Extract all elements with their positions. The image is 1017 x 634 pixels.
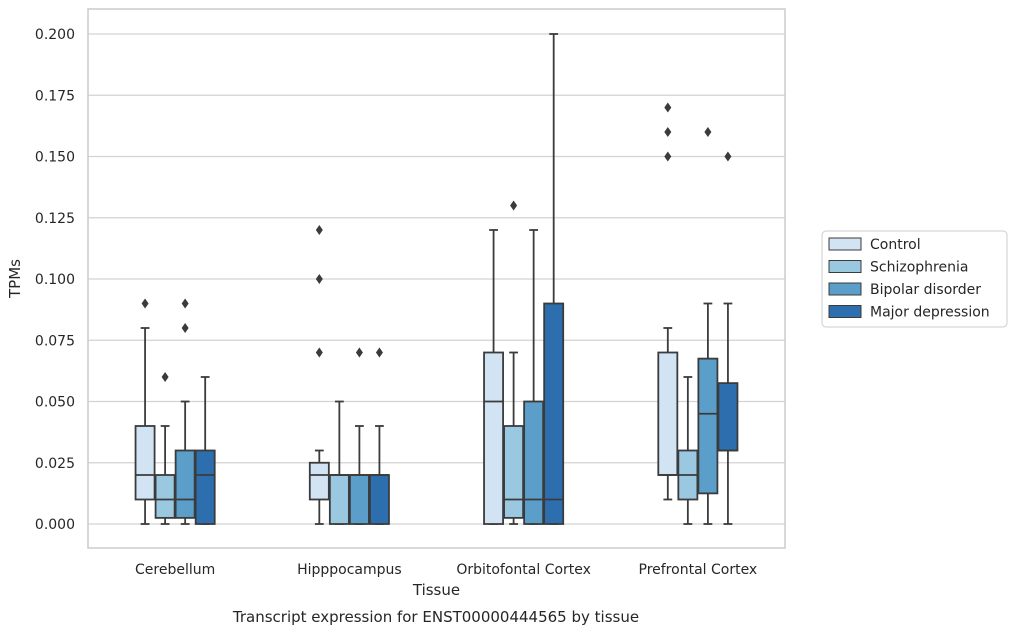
legend-items: Control Schizophrenia Bipolar disorder Majo… (828, 237, 990, 321)
box-control (134, 298, 156, 525)
box-bipolar-disorder (523, 229, 545, 525)
box-iqr (697, 357, 719, 495)
box-schizophrenia (677, 376, 699, 525)
outlier-point (664, 151, 672, 162)
legend-swatch (828, 237, 862, 251)
chart-caption: Transcript expression for ENST0000044456… (232, 608, 639, 626)
box-major-depression (717, 151, 739, 525)
box-iqr (543, 302, 565, 525)
outlier-point (141, 298, 149, 309)
y-axis-label: TPMs (6, 259, 24, 299)
box-schizophrenia (328, 400, 350, 525)
outlier-point (664, 102, 672, 113)
plot-area-frame (87, 8, 786, 549)
box-iqr (134, 425, 156, 501)
y-tick-label: 0.050 (35, 395, 75, 411)
box-major-depression (543, 33, 565, 525)
box-iqr (348, 474, 370, 525)
y-tick-label: 0.175 (35, 88, 75, 104)
legend-label: Bipolar disorder (870, 282, 981, 298)
box-control (657, 102, 679, 501)
box-control (483, 229, 504, 525)
box-bipolar-disorder (697, 127, 719, 525)
box-bipolar-disorder (174, 298, 196, 525)
legend-swatch (828, 260, 862, 273)
box-iqr (308, 461, 330, 501)
x-axis-label: Tissue (412, 581, 460, 599)
outlier-point (161, 372, 169, 382)
y-tick-label: 0.200 (35, 27, 75, 43)
legend-frame (821, 230, 1008, 328)
box-iqr (717, 382, 739, 452)
y-tick-labels: 0.000 0.025 0.050 0.075 0.100 0.125 0.150 0.175… (35, 27, 75, 533)
box-bipolar-disorder (348, 347, 370, 525)
box-iqr (369, 474, 390, 525)
outlier-point (664, 127, 672, 137)
box-major-depression (194, 376, 216, 525)
y-tick-label: 0.150 (35, 150, 75, 166)
x-tick-label: Hipppocampus (297, 562, 402, 578)
box-iqr (328, 474, 350, 525)
x-tick-label: Orbitofontal Cortex (456, 562, 591, 578)
box-control (308, 225, 330, 525)
box-schizophrenia (154, 372, 176, 525)
y-tick-label: 0.075 (35, 333, 75, 349)
x-tick-labels: Cerebellum Hipppocampus Orbitofontal Corte… (135, 562, 757, 578)
box-iqr (154, 474, 176, 519)
outlier-point (315, 274, 323, 284)
legend-swatch (828, 282, 862, 296)
outlier-point (510, 200, 518, 211)
outlier-point (181, 323, 189, 333)
legend-swatch (828, 305, 862, 318)
legend-label: Control (870, 237, 921, 253)
y-tick-label: 0.125 (35, 211, 75, 227)
x-tick-label: Cerebellum (135, 562, 215, 578)
outlier-point (315, 347, 323, 358)
outlier-point (355, 347, 363, 358)
legend: Control Schizophrenia Bipolar disorder Majo… (821, 230, 1008, 328)
x-tick-label: Prefrontal Cortex (639, 562, 758, 578)
y-tick-label: 0.000 (35, 517, 75, 533)
outlier-point (724, 151, 732, 162)
box-major-depression (369, 347, 390, 525)
outlier-point (181, 298, 189, 309)
box-schizophrenia (503, 200, 525, 525)
box-layer (134, 33, 739, 525)
legend-label: Major depression (870, 305, 990, 321)
legend-label: Schizophrenia (870, 260, 968, 276)
outlier-point (704, 127, 712, 137)
box-iqr (523, 400, 545, 525)
outlier-point (375, 347, 383, 358)
box-iqr (194, 449, 216, 525)
box-iqr (174, 449, 196, 519)
y-tick-label: 0.025 (35, 456, 75, 472)
y-tick-label: 0.100 (35, 272, 75, 288)
box-iqr (503, 425, 525, 519)
outlier-point (315, 225, 323, 235)
box-iqr (657, 351, 679, 476)
box-iqr (483, 351, 504, 525)
